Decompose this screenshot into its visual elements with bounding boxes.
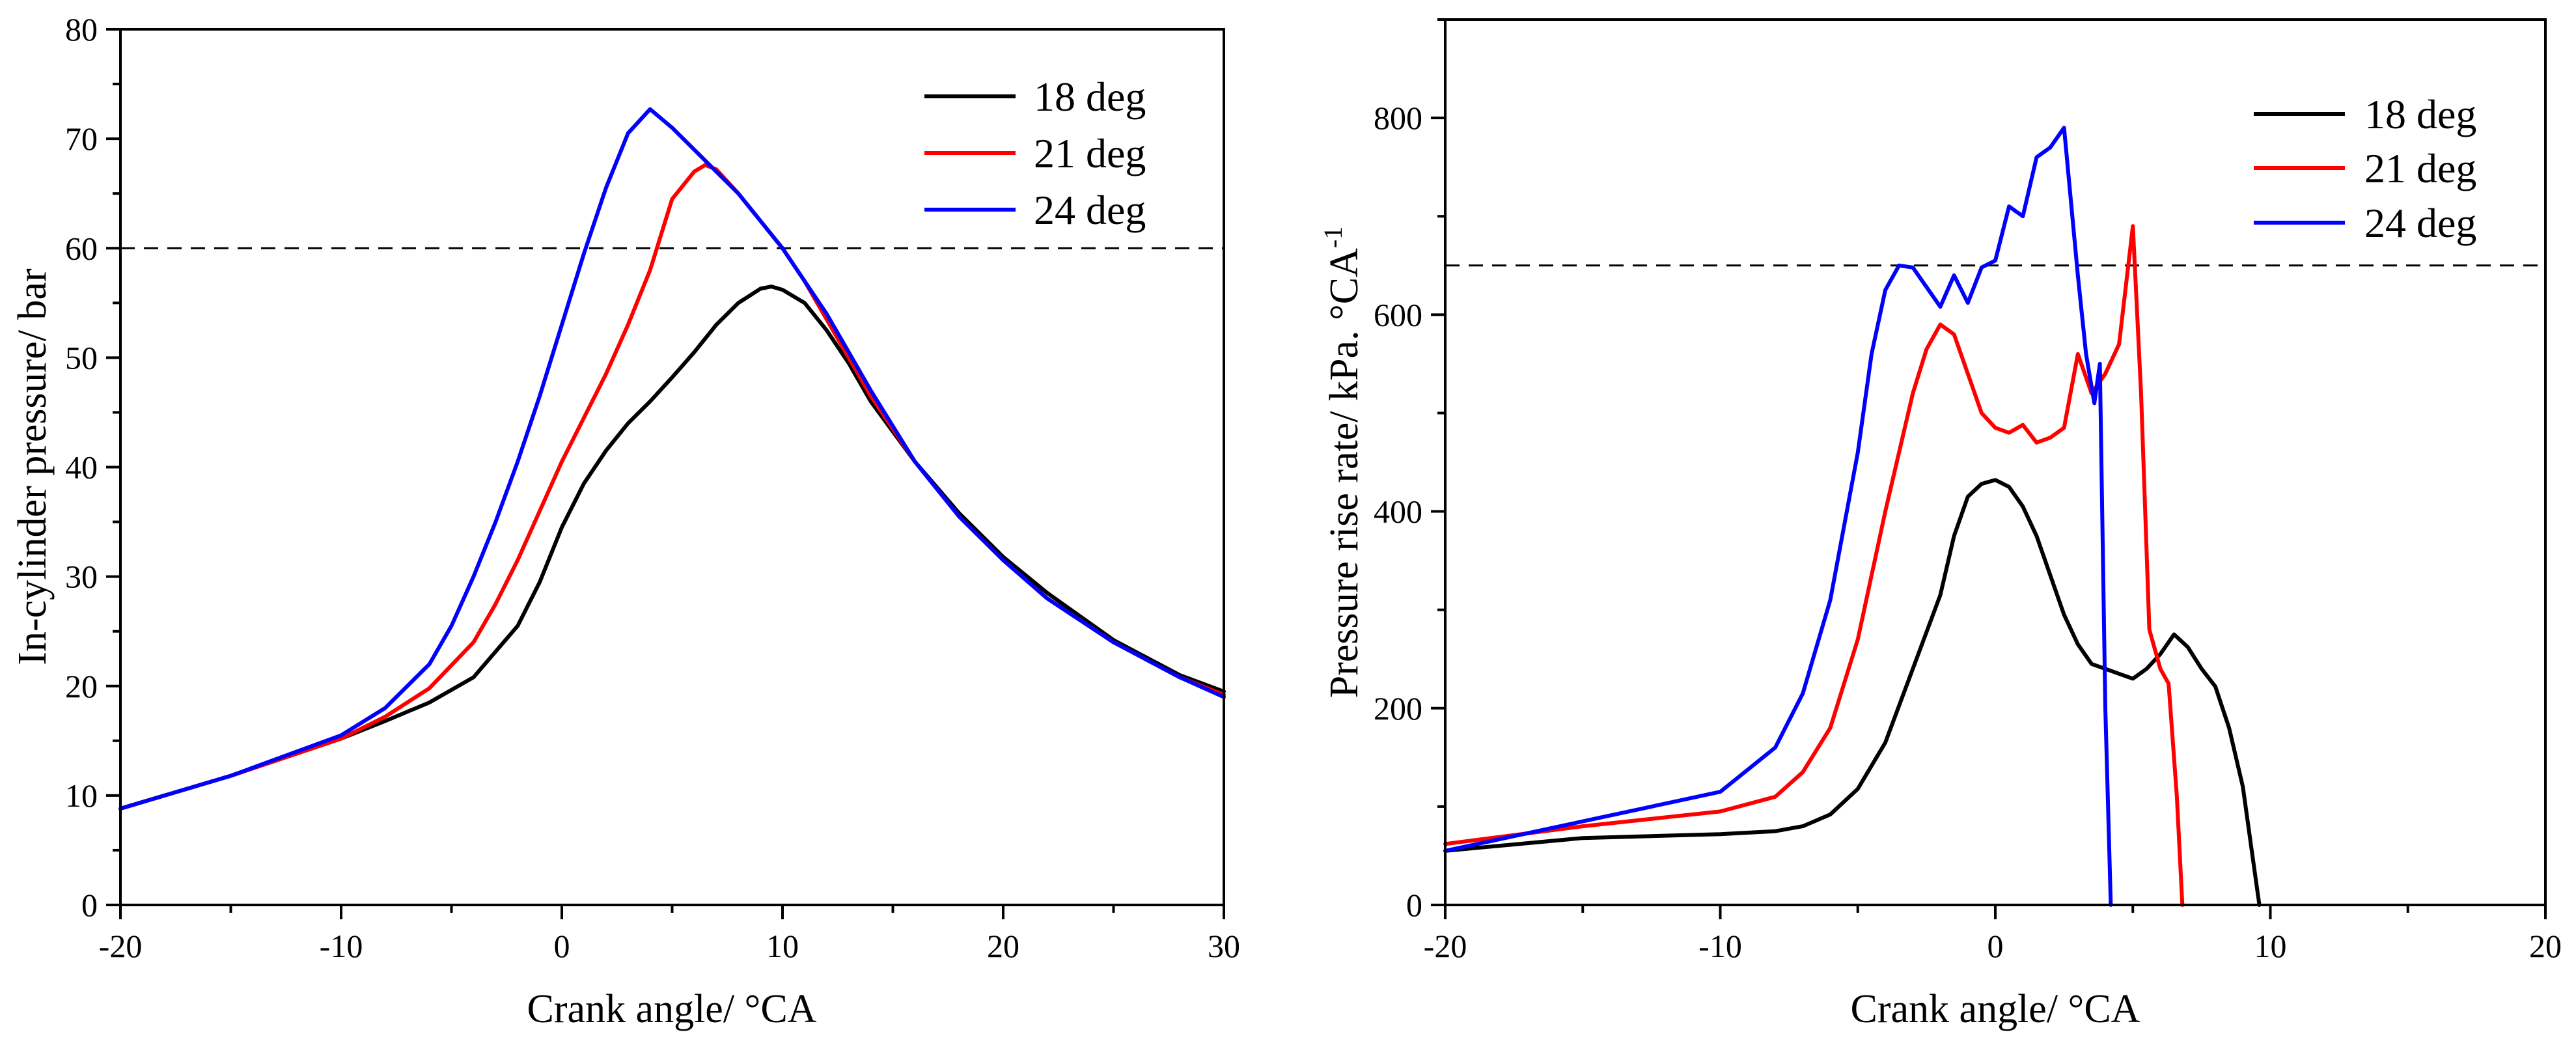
pressure-x-tick-label: 30: [1208, 928, 1240, 964]
rise-rate-chart-series: [1443, 126, 2545, 907]
pressure-series-18deg: [118, 285, 1226, 811]
pressure-legend-label-24deg: 24 deg: [1034, 187, 1146, 233]
pressure-series-24deg: [118, 107, 1226, 811]
pressure-y-tick-label: 30: [65, 559, 98, 595]
rise-rate-y-axis-title-main: Pressure rise rate/ kPa. °CA: [1322, 248, 1366, 698]
pressure-legend-label-18deg: 18 deg: [1034, 74, 1146, 120]
pressure-legend-label-21deg: 21 deg: [1034, 130, 1146, 176]
rise-rate-series-24deg: [1443, 126, 2113, 907]
pressure-chart-ticks: -20 -10 0 10 20 30 0 10 20 30 40 50 60 70 80: [65, 11, 1240, 964]
pressure-x-tick-label: -10: [320, 928, 363, 964]
rise-rate-legend-label-24deg: 24 deg: [2364, 200, 2476, 246]
pressure-x-tick-label: 10: [766, 928, 799, 964]
rise-rate-y-tick-label: 600: [1374, 296, 1422, 333]
rise-rate-x-tick-label: -20: [1424, 928, 1467, 964]
pressure-x-tick-label: 20: [987, 928, 1019, 964]
rise-rate-x-tick-label: -10: [1698, 928, 1742, 964]
rise-rate-x-tick-label: 0: [1987, 928, 2004, 964]
pressure-y-tick-label: 20: [65, 668, 98, 704]
rise-rate-y-tick-label: 800: [1374, 100, 1422, 136]
rise-rate-legend: 18 deg 21 deg 24 deg: [2254, 91, 2476, 246]
pressure-x-axis-title: Crank angle/ °CA: [527, 987, 817, 1031]
rise-rate-y-axis-title: Pressure rise rate/ kPa. °CA-1: [1318, 227, 1366, 698]
rise-rate-y-tick-label: 400: [1374, 493, 1422, 530]
pressure-x-tick-label: -20: [99, 928, 143, 964]
rise-rate-legend-label-18deg: 18 deg: [2364, 91, 2476, 137]
pressure-y-tick-label: 60: [65, 230, 98, 266]
pressure-y-axis-title: In-cylinder pressure/ bar: [10, 268, 55, 665]
pressure-chart-series: [118, 107, 1226, 811]
rise-rate-y-tick-label: 200: [1374, 690, 1422, 727]
rise-rate-series-18deg: [1443, 478, 2262, 907]
rise-rate-series-21deg: [1443, 224, 2185, 907]
pressure-y-tick-label: 50: [65, 339, 98, 376]
rise-rate-x-tick-label: 20: [2529, 928, 2562, 964]
pressure-y-tick-label: 10: [65, 777, 98, 814]
pressure-x-tick-label: 0: [554, 928, 570, 964]
rise-rate-x-axis-title: Crank angle/ °CA: [1851, 987, 2140, 1031]
pressure-legend: 18 deg 21 deg 24 deg: [924, 74, 1146, 233]
rise-rate-x-tick-label: 10: [2254, 928, 2287, 964]
pressure-y-tick-label: 40: [65, 449, 98, 486]
pressure-series-21deg: [118, 163, 1226, 811]
rise-rate-y-tick-label: 0: [1406, 887, 1422, 923]
pressure-y-tick-label: 80: [65, 11, 98, 48]
rise-rate-legend-label-21deg: 21 deg: [2364, 145, 2476, 191]
rise-rate-y-axis-title-sup: -1: [1318, 227, 1348, 248]
pressure-chart: -20 -10 0 10 20 30 0 10 20 30 40 50 60 70 80 Crank ang…: [10, 11, 1240, 1031]
pressure-y-tick-label: 0: [81, 887, 98, 923]
pressure-y-tick-label: 70: [65, 120, 98, 157]
